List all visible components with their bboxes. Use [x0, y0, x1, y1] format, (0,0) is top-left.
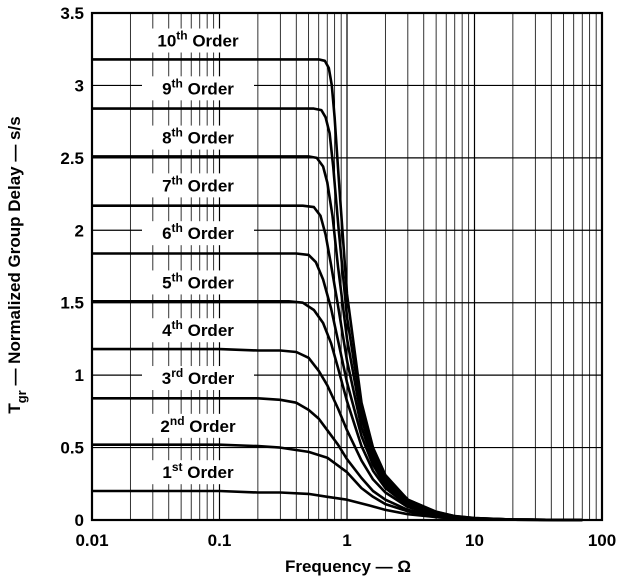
order-suffix: nd [170, 414, 185, 428]
order-suffix: th [172, 221, 183, 235]
order-suffix: th [176, 29, 187, 43]
y-axis-label-sub: gr [14, 390, 29, 403]
y-tick-label: 0 [75, 511, 84, 530]
order-label: 9th Order [162, 76, 234, 98]
series-line-1 [92, 489, 583, 522]
order-label: 2nd Order [160, 414, 236, 436]
order-number: 6 [162, 224, 171, 243]
order-label: 3rd Order [162, 366, 235, 388]
order-suffix: st [172, 460, 183, 474]
order-word: Order [183, 463, 234, 482]
y-axis-label-main: T [5, 403, 24, 414]
order-number: 3 [162, 369, 171, 388]
order-number: 1 [162, 463, 171, 482]
y-tick-label: 3 [75, 76, 84, 95]
order-suffix: th [172, 270, 183, 284]
order-number: 7 [162, 176, 171, 195]
x-tick-label: 1 [342, 531, 351, 550]
y-tick-label: 3.5 [60, 4, 84, 23]
order-word: Order [183, 321, 234, 340]
order-label-box [142, 125, 254, 150]
order-word: Order [183, 129, 234, 148]
order-word: Order [183, 369, 234, 388]
order-label-box [142, 413, 254, 438]
order-suffix: rd [171, 366, 183, 380]
x-tick-labels: 0.01 0.1 1 10 100 [75, 531, 616, 550]
order-label-box [142, 173, 254, 198]
order-suffix: th [172, 173, 183, 187]
x-tick-label: 10 [465, 531, 484, 550]
order-label-box [142, 221, 254, 246]
order-label: 4th Order [162, 318, 234, 340]
order-label-box [142, 366, 254, 391]
order-number: 9 [162, 79, 171, 98]
order-number: 5 [162, 273, 171, 292]
y-tick-label: 2.5 [60, 149, 84, 168]
order-label-boxes [142, 28, 254, 485]
order-label-box [142, 460, 254, 485]
order-number: 2 [160, 417, 169, 436]
x-axis-label: Frequency — Ω [285, 557, 411, 576]
order-label-box [142, 76, 254, 101]
order-label: 1st Order [162, 460, 234, 482]
order-word: Order [183, 224, 234, 243]
order-word: Order [188, 32, 239, 51]
order-suffix: th [172, 76, 183, 90]
order-label: 10th Order [157, 29, 239, 51]
order-label-box [142, 28, 254, 53]
y-axis-label-rest: — Normalized Group Delay — s/s [5, 116, 24, 390]
order-number: 10 [157, 32, 176, 51]
x-tick-label: 100 [588, 531, 616, 550]
order-label: 6th Order [162, 221, 234, 243]
y-tick-label: 1 [75, 366, 84, 385]
order-word: Order [183, 79, 234, 98]
order-suffix: th [172, 126, 183, 140]
x-tick-label: 0.1 [208, 531, 232, 550]
y-tick-label: 0.5 [60, 439, 84, 458]
order-word: Order [185, 417, 236, 436]
order-suffix: th [172, 318, 183, 332]
order-number: 4 [162, 321, 172, 340]
y-axis-label: Tgr — Normalized Group Delay — s/s [5, 116, 29, 413]
x-tick-label: 0.01 [75, 531, 108, 550]
order-label: 8th Order [162, 126, 234, 148]
order-word: Order [183, 273, 234, 292]
plot-frame [90, 11, 604, 522]
order-word: Order [183, 176, 234, 195]
y-tick-label: 2 [75, 221, 84, 240]
order-label: 5th Order [162, 270, 234, 292]
order-label: 7th Order [162, 173, 234, 195]
order-number: 8 [162, 129, 171, 148]
order-label-box [142, 270, 254, 295]
series-curves [92, 58, 583, 522]
order-label-box [142, 318, 254, 343]
series-line-10 [92, 58, 583, 522]
y-tick-labels: 0 0.5 1 1.5 2 2.5 3 3.5 [60, 4, 84, 530]
y-tick-label: 1.5 [60, 294, 84, 313]
